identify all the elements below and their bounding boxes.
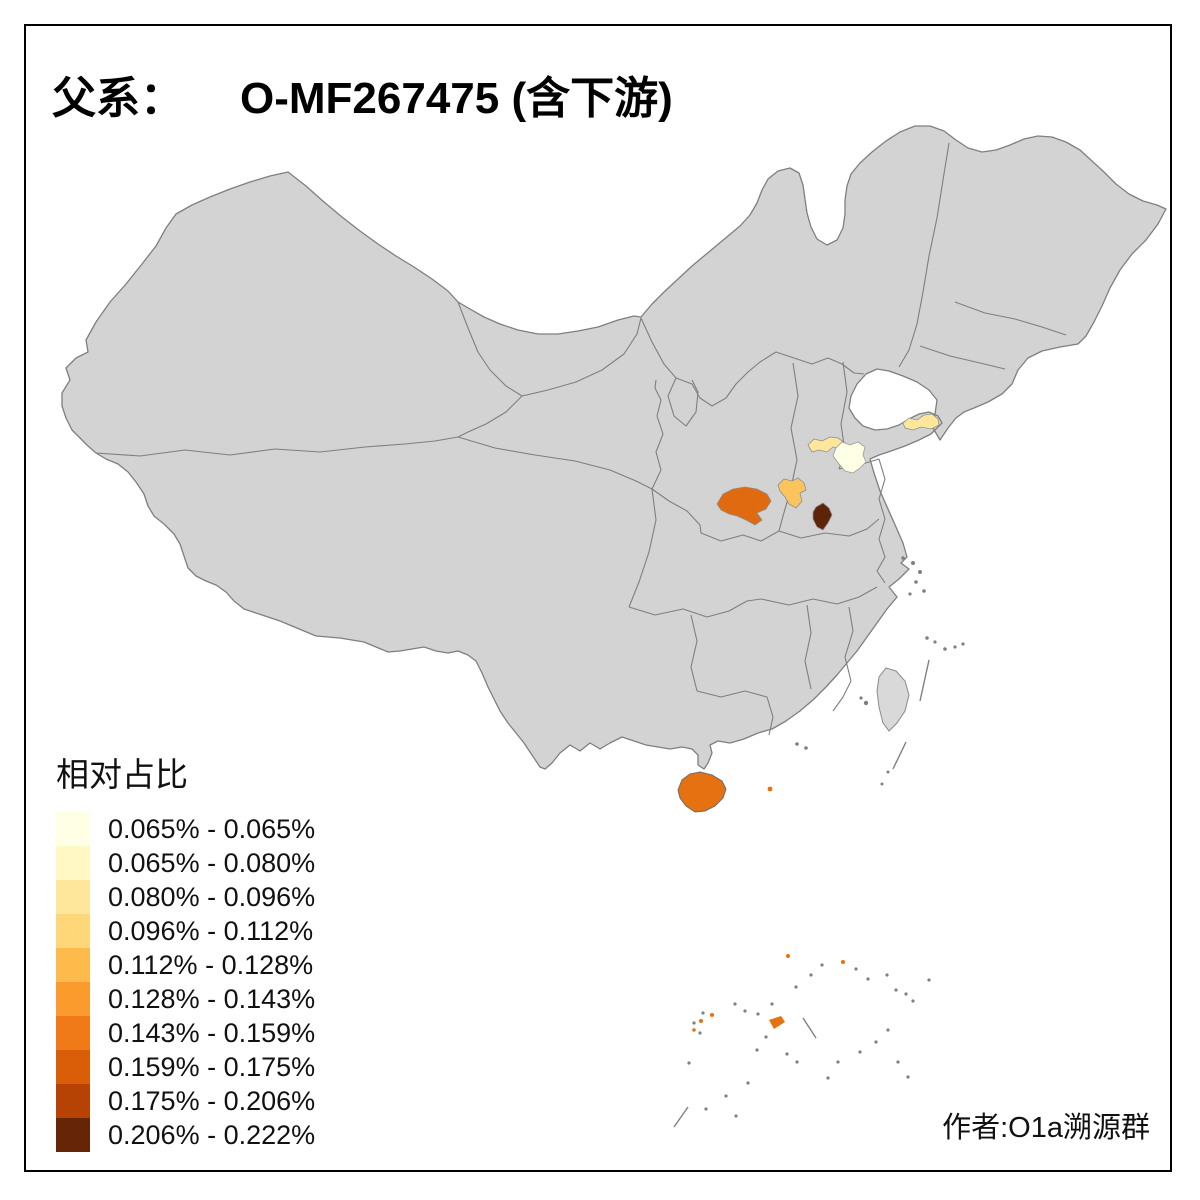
map-frame (24, 24, 1172, 1172)
legend-row: 0.175% - 0.206% (56, 1084, 315, 1118)
legend-swatch (56, 880, 90, 914)
region-south-shaanxi (716, 486, 772, 526)
title-prefix: 父系： (52, 74, 184, 123)
region-north-henan-cream (832, 441, 867, 474)
legend-swatch (56, 812, 90, 846)
taiwan-island (876, 667, 910, 732)
legend-bin-label: 0.206% - 0.222% (108, 1119, 316, 1150)
island-arc-lines (673, 659, 930, 1128)
legend-title: 相对占比 (56, 756, 188, 793)
legend-bin-label: 0.065% - 0.080% (108, 847, 316, 878)
legend-swatch (56, 846, 90, 880)
legend-swatch (56, 1084, 90, 1118)
region-central-henan-dark (812, 502, 833, 531)
title-haplogroup: O-MF267475 (含下游) (240, 74, 673, 123)
legend-swatch (56, 1050, 90, 1084)
legend-bin-label: 0.143% - 0.159% (108, 1017, 316, 1048)
page-title: 父系： O-MF267475 (含下游) (52, 62, 673, 126)
attribution: 作者:O1a溯源群 (942, 1112, 1150, 1144)
region-west-henan (777, 477, 807, 509)
legend-row: 0.096% - 0.112% (56, 914, 315, 948)
mainland-china (61, 125, 1167, 770)
legend-row: 0.128% - 0.143% (56, 982, 315, 1016)
legend-swatch (56, 914, 90, 948)
legend-bin-label: 0.159% - 0.175% (108, 1051, 316, 1082)
legend-row: 0.159% - 0.175% (56, 1050, 315, 1084)
province-borders (95, 142, 1067, 736)
legend-bin-label: 0.096% - 0.112% (108, 915, 314, 946)
legend-bin-label: 0.080% - 0.096% (108, 881, 316, 912)
legend-bin-label: 0.065% - 0.065% (108, 813, 316, 844)
legend-bin-label: 0.128% - 0.143% (108, 983, 316, 1014)
legend-row: 0.065% - 0.080% (56, 846, 315, 880)
legend-swatch (56, 982, 90, 1016)
region-shandong-peninsula-tip (902, 413, 940, 431)
legend-swatch (56, 948, 90, 982)
legend-swatch (56, 1016, 90, 1050)
legend-row: 0.065% - 0.065% (56, 812, 315, 846)
legend-bin-label: 0.112% - 0.128% (108, 949, 314, 980)
region-hainan-island (677, 771, 727, 813)
legend-swatch (56, 1118, 90, 1152)
legend-row: 0.143% - 0.159% (56, 1016, 315, 1050)
legend-row: 0.080% - 0.096% (56, 880, 315, 914)
legend: 相对占比 0.065% - 0.065% 0.065% - 0.080% 0.0… (56, 748, 315, 1152)
legend-rows: 0.065% - 0.065% 0.065% - 0.080% 0.080% -… (56, 812, 315, 1152)
highlighted-islets (692, 786, 845, 1032)
minor-islands (687, 556, 965, 1118)
legend-row: 0.206% - 0.222% (56, 1118, 315, 1152)
legend-bin-label: 0.175% - 0.206% (108, 1085, 316, 1116)
legend-row: 0.112% - 0.128% (56, 948, 315, 982)
